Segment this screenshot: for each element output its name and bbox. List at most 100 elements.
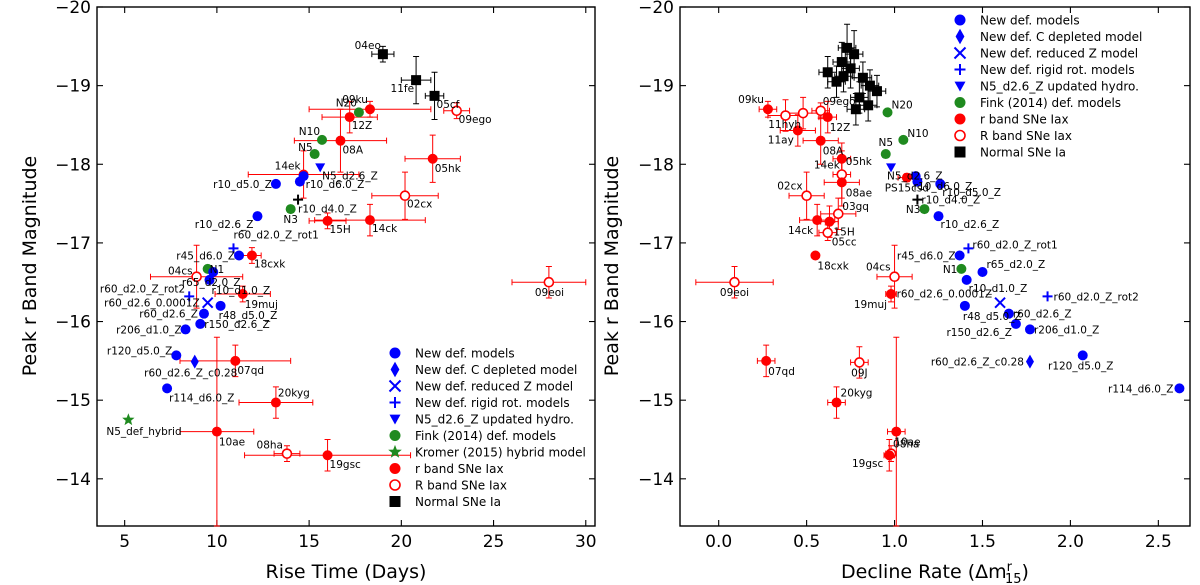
data-point-open (281, 448, 293, 459)
legend-label: Kromer (2015) hybrid model (415, 446, 586, 460)
point-label: r10_d1.0_Z (969, 283, 1028, 295)
rise-ytick-label: −18 (55, 155, 91, 175)
point-label: 05hk (846, 156, 873, 168)
data-point-square (838, 71, 849, 82)
data-point-square (871, 86, 882, 97)
legend-label: R band SNe Iax (415, 479, 507, 493)
data-point-open (815, 105, 826, 117)
point-label: 05hk (435, 163, 462, 175)
rise-xtick-label: 5 (119, 532, 130, 552)
data-point-open (729, 276, 740, 288)
data-point-square (822, 67, 833, 78)
data-point-circle (427, 153, 438, 164)
data-point-circle (882, 107, 893, 118)
rise-time-panel: 5 10 15 20 25 30 −14 −15 −16 −17 −18 −19 −20 04eo 11f… (19, 0, 597, 583)
point-label: 11fe (391, 83, 415, 95)
point-label: r114_d6.0_Z (1108, 383, 1173, 395)
data-point-circle (335, 135, 346, 146)
data-point-square (849, 49, 860, 60)
data-point-square (411, 75, 422, 86)
data-point-circle (230, 355, 241, 366)
data-point-circle (162, 383, 173, 394)
rise-xlabel: Rise Time (Days) (266, 561, 427, 583)
point-label: r60_d2.0_Z_rot1 (233, 229, 318, 241)
data-point-circle (836, 153, 847, 164)
point-label: r150_d2.6_Z (204, 319, 269, 331)
data-point-circle (1024, 324, 1035, 335)
data-point-circle (215, 300, 226, 311)
point-label: 10ae (894, 437, 920, 449)
data-point-circle (824, 216, 835, 227)
data-point-square (836, 57, 847, 68)
data-point-open (780, 110, 791, 121)
data-point-circle (792, 125, 803, 136)
data-point-circle (171, 350, 182, 361)
rise-xtick-label: 30 (575, 532, 597, 552)
point-label: 19gsc (330, 459, 361, 471)
decline-xtick-label: 2.0 (1057, 532, 1084, 552)
data-point-circle (322, 215, 333, 226)
legend-label: New def. models (980, 14, 1080, 28)
data-point-open (191, 271, 202, 283)
data-point-tri (886, 163, 897, 173)
data-point-open (451, 105, 462, 117)
data-point-circle (270, 178, 281, 189)
legend-marker-tri (954, 81, 966, 92)
data-point-circle (1077, 350, 1088, 361)
point-label: 09eoi (720, 287, 749, 299)
decline-error-bars (695, 23, 917, 527)
data-point-plus (912, 194, 923, 205)
legend-label: r band SNe Iax (980, 113, 1069, 127)
point-label: 14ek (814, 159, 841, 171)
point-label: r65_d2.0_Z (182, 277, 241, 289)
data-point-star (122, 413, 135, 426)
decline-ytick-label: −16 (638, 313, 674, 333)
data-point-circle (246, 250, 257, 261)
legend-marker-x (388, 379, 402, 393)
data-point-square (377, 49, 388, 60)
point-label: 09ku (342, 94, 368, 106)
data-point-open (399, 190, 411, 202)
point-label: 02cx (777, 181, 802, 193)
point-label: N5_d2.6_Z (887, 170, 943, 182)
point-label: r60_d2.6_Z (139, 309, 198, 321)
point-label: 09eoi (535, 287, 564, 299)
data-point-circle (761, 355, 772, 366)
point-label: 19muj (854, 299, 887, 311)
legend-marker-circle (389, 463, 401, 474)
legend-marker-circle (389, 430, 401, 441)
point-label: 11ay (768, 134, 794, 146)
data-point-square (864, 80, 875, 91)
point-label: 18cxk (817, 260, 849, 272)
data-point-square (831, 76, 842, 87)
data-point-circle (954, 250, 965, 261)
data-point-circle (812, 215, 823, 226)
decline-ytick-label: −14 (638, 470, 674, 490)
data-point-diamond (190, 354, 199, 369)
legend-marker-open (389, 479, 401, 491)
data-point-circle (364, 215, 375, 226)
point-label: r60_d2.6_Z_c0.28 (931, 357, 1024, 369)
point-label: 19muj (245, 299, 278, 311)
data-point-circle (322, 450, 333, 461)
decline-ticks: 0.0 0.5 1.0 1.5 2.0 2.5 −14 −15 −16 −17 −18 −19 −20 (638, 0, 1190, 552)
decline-plot-frame (679, 6, 1191, 527)
data-point-circle (959, 300, 970, 311)
point-label: 12Z (352, 120, 373, 132)
point-label: r10_d5.0_Z (213, 179, 272, 191)
data-point-open (797, 107, 809, 119)
point-label: 12Z (830, 122, 851, 134)
point-label: r65_d2.0_Z (986, 259, 1045, 271)
point-label: 15H (330, 224, 351, 236)
data-point-x (994, 296, 1006, 309)
point-label: 04cs (168, 266, 193, 278)
data-point-square (842, 42, 853, 53)
data-point-square (850, 104, 861, 115)
point-label: r150_d2.6_Z (946, 327, 1011, 339)
legend-label: New def. rigid rot. models (415, 396, 570, 410)
data-point-plus (293, 194, 304, 205)
point-label: N10 (907, 128, 928, 140)
point-label: r10_d6.0_Z (306, 179, 365, 191)
rise-points (122, 49, 555, 461)
